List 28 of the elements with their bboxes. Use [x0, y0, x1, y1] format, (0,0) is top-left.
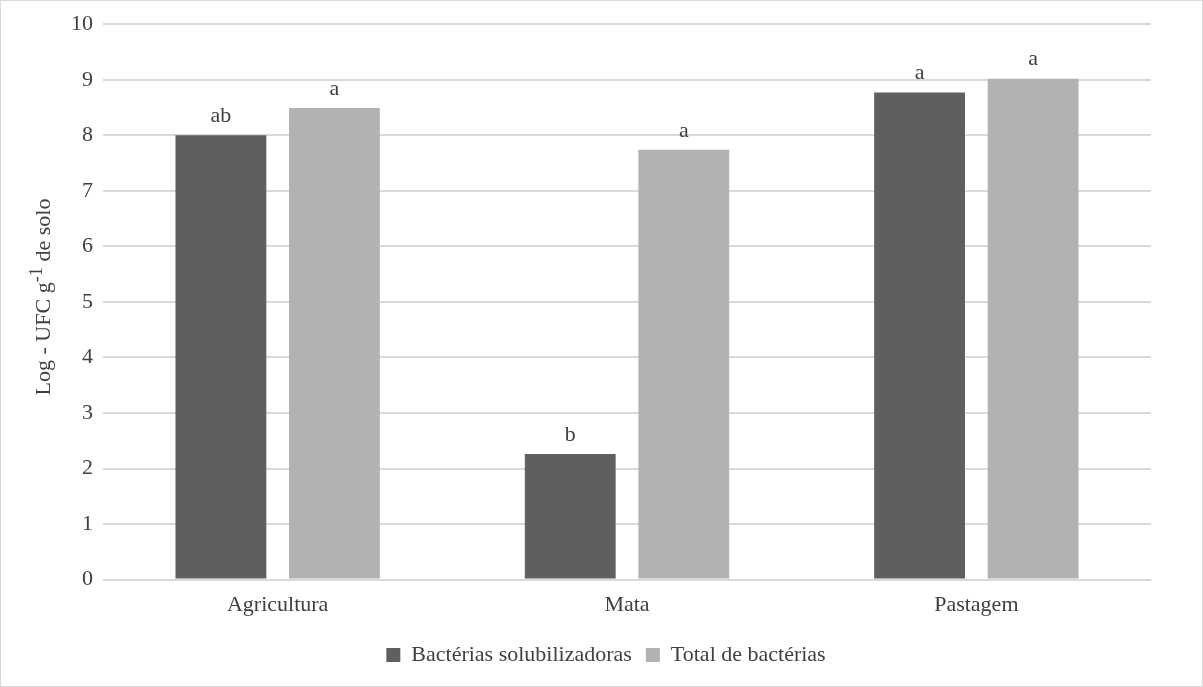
y-tick-label: 7: [82, 176, 93, 202]
legend-label: Total de bactérias: [670, 640, 826, 666]
y-tick-label: 4: [82, 343, 93, 369]
y-tick-label: 3: [82, 398, 93, 424]
data-label: a: [914, 59, 925, 85]
x-tick-label: Mata: [604, 590, 650, 616]
y-tick-label: 9: [82, 65, 93, 91]
y-tick-label: 2: [82, 454, 93, 480]
y-tick-label: 5: [82, 287, 93, 313]
data-label: b: [564, 420, 576, 446]
y-tick-label: 10: [71, 9, 93, 35]
bar: [289, 108, 380, 579]
x-tick-label: Pastagem: [934, 590, 1019, 616]
y-tick-label: 8: [82, 121, 93, 147]
bar: [638, 149, 730, 579]
bar: [987, 78, 1079, 579]
x-tick-label: Agricultura: [226, 590, 329, 616]
y-tick-label: 1: [82, 509, 93, 535]
data-label: a: [1028, 45, 1039, 71]
y-tick-label: 6: [82, 232, 93, 258]
bar: [175, 135, 267, 579]
bar: [524, 454, 616, 579]
legend-label: Bactérias solubilizadoras: [411, 640, 632, 666]
bar: [874, 92, 965, 579]
y-tick-label: 0: [82, 565, 93, 591]
data-label: a: [329, 74, 340, 100]
data-label: ab: [210, 102, 232, 128]
data-label: a: [678, 116, 689, 142]
